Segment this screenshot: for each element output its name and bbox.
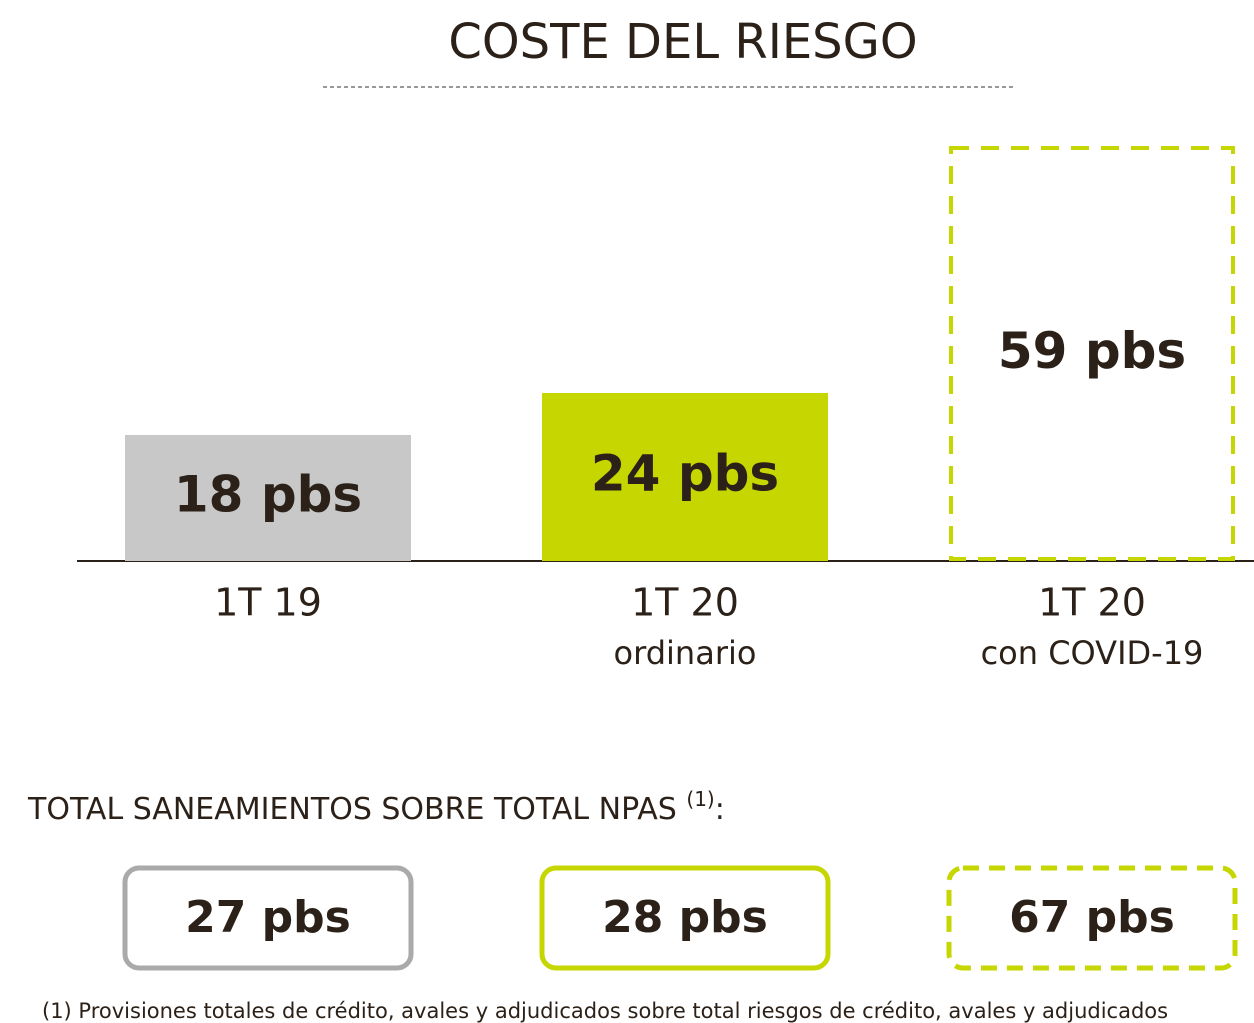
x-tick-label: 1T 19	[214, 581, 322, 625]
footnote: (1) Provisiones totales de crédito, aval…	[42, 999, 1168, 1023]
bar	[125, 435, 411, 561]
section-title-text: TOTAL SANEAMIENTOS SOBRE TOTAL NPAS	[27, 792, 677, 827]
section-suffix: :	[715, 792, 725, 827]
x-tick-label: 1T 20	[631, 581, 739, 625]
x-tick-label: con COVID-19	[981, 634, 1204, 672]
box-label: 67 pbs	[1009, 892, 1175, 943]
bar	[949, 146, 1235, 561]
value-box	[946, 865, 1238, 971]
value-box	[122, 865, 414, 971]
box-label: 28 pbs	[602, 892, 768, 943]
bar	[542, 393, 828, 561]
section-title: TOTAL SANEAMIENTOS SOBRE TOTAL NPAS (1):	[27, 787, 725, 827]
bar-label: 18 pbs	[174, 466, 362, 524]
bar-label: 59 pbs	[998, 322, 1186, 380]
box-label: 27 pbs	[185, 892, 351, 943]
value-box	[539, 865, 831, 971]
note-ref: (1)	[686, 787, 714, 811]
chart-title: COSTE DEL RIESGO	[448, 14, 917, 70]
bar-label: 24 pbs	[591, 445, 779, 503]
x-tick-label: ordinario	[614, 634, 757, 672]
x-tick-label: 1T 20	[1038, 581, 1146, 625]
